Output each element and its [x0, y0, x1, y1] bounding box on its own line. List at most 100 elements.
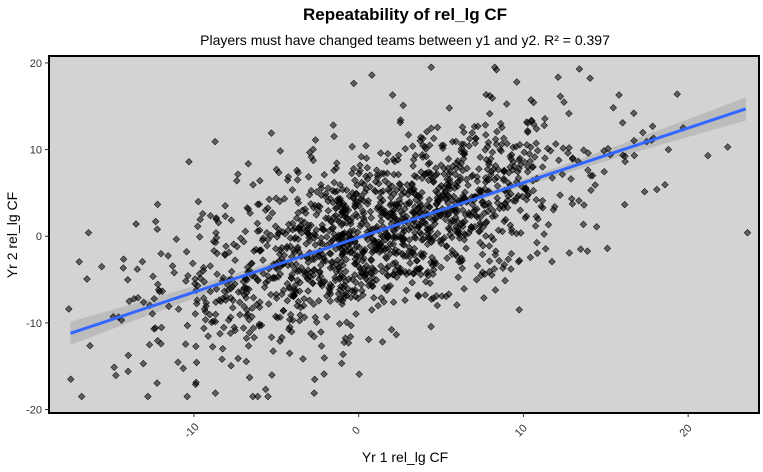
data-point: [218, 355, 226, 363]
data-point: [330, 213, 338, 221]
data-point: [326, 250, 335, 258]
x-tick-label: 20: [677, 422, 694, 439]
data-point: [502, 100, 511, 108]
data-point: [200, 278, 208, 286]
data-point: [309, 300, 318, 308]
data-point: [193, 222, 202, 231]
data-point: [390, 248, 399, 257]
data-point: [273, 265, 281, 273]
data-point: [515, 256, 524, 265]
data-point: [261, 206, 270, 214]
data-point: [471, 139, 479, 147]
data-point: [370, 186, 379, 195]
data-point: [526, 157, 534, 166]
data-point: [480, 209, 489, 217]
data-point: [221, 250, 229, 258]
data-point: [468, 200, 477, 209]
data-point: [609, 104, 618, 112]
data-point: [192, 358, 201, 367]
data-point: [497, 119, 505, 128]
data-point: [375, 179, 383, 188]
data-point: [357, 152, 366, 161]
data-point: [447, 217, 456, 225]
data-point: [284, 220, 293, 229]
data-point: [295, 316, 304, 325]
data-point: [600, 167, 608, 176]
data-point: [226, 313, 235, 321]
data-point: [427, 322, 435, 331]
data-point: [301, 205, 309, 213]
data-point: [348, 169, 356, 178]
data-point: [549, 206, 558, 214]
data-point: [524, 163, 532, 171]
data-point: [482, 219, 490, 227]
data-point: [541, 114, 549, 123]
data-point: [448, 162, 457, 171]
data-point: [397, 185, 406, 193]
data-point: [556, 92, 565, 101]
data-point: [351, 255, 360, 263]
data-point: [377, 262, 385, 270]
data-point: [323, 233, 331, 241]
data-point: [433, 301, 442, 310]
data-point: [310, 389, 318, 397]
data-point: [395, 203, 403, 211]
data-point: [348, 142, 356, 151]
data-point: [482, 90, 490, 99]
data-point: [529, 98, 538, 107]
data-point: [280, 194, 289, 203]
data-point: [363, 163, 372, 172]
data-point: [77, 392, 86, 401]
data-point: [530, 153, 539, 161]
data-point: [568, 200, 577, 208]
data-point: [265, 195, 274, 204]
data-point: [277, 244, 286, 252]
data-point: [330, 132, 338, 141]
data-point: [243, 306, 251, 314]
data-point: [314, 202, 323, 210]
data-point: [401, 145, 410, 153]
data-point: [513, 78, 521, 86]
data-point: [299, 355, 307, 363]
data-point: [212, 214, 221, 222]
data-point: [221, 202, 229, 210]
data-point: [472, 275, 481, 284]
data-point: [402, 286, 411, 295]
data-point: [307, 186, 315, 195]
data-point: [338, 297, 347, 305]
data-point: [418, 218, 427, 226]
data-point: [153, 225, 162, 233]
data-point: [183, 392, 191, 401]
data-point: [723, 143, 732, 151]
data-point: [182, 277, 190, 285]
data-point: [621, 152, 629, 161]
data-point: [476, 213, 485, 221]
data-point: [264, 277, 272, 285]
data-point: [304, 258, 312, 267]
data-point: [460, 236, 469, 244]
data-point: [292, 214, 301, 222]
data-point: [490, 63, 499, 72]
data-point: [357, 219, 366, 228]
data-point: [290, 287, 298, 296]
data-point: [488, 271, 496, 279]
data-point: [430, 134, 438, 143]
data-point: [320, 354, 329, 362]
data-point: [457, 145, 466, 153]
data-point: [112, 371, 120, 380]
data-point: [496, 145, 504, 154]
data-point: [418, 236, 426, 244]
data-point: [392, 330, 401, 339]
data-point: [362, 142, 370, 150]
data-point: [410, 251, 419, 259]
data-point: [241, 283, 250, 292]
data-point: [444, 155, 453, 163]
data-point: [532, 125, 541, 133]
data-point: [410, 185, 418, 194]
data-point: [386, 240, 394, 248]
data-point: [504, 196, 512, 205]
data-point: [279, 286, 288, 294]
data-point: [368, 71, 376, 79]
data-point: [423, 225, 431, 234]
data-point: [541, 154, 549, 162]
